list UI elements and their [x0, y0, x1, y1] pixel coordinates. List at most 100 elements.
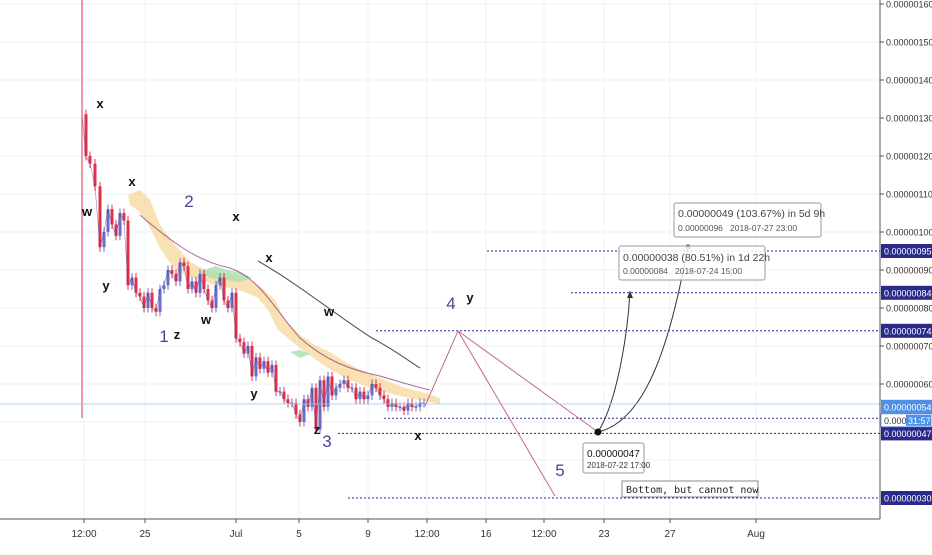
target-2-date: 2018-07-27 23:00	[730, 223, 797, 233]
time-tick-label: 12:00	[414, 529, 439, 540]
price-series	[81, 109, 426, 435]
grid	[0, 0, 880, 519]
note-box[interactable]: Bottom, but cannot now	[621, 480, 759, 498]
time-tick-label: Jul	[230, 529, 243, 540]
candle-body	[242, 342, 246, 354]
target-2-box[interactable]: 0.00000049 (103.67%) in 5d 9h 0.00000096…	[673, 202, 825, 238]
candle-body	[194, 281, 198, 293]
candle-body	[93, 163, 97, 187]
countdown-bg	[906, 414, 931, 426]
level-price-badge	[881, 285, 932, 300]
candle-body	[154, 308, 158, 312]
level-price-text: 0.00000030	[884, 494, 932, 504]
wave-label: x	[128, 174, 136, 189]
candle-body	[402, 406, 406, 411]
candle-body	[214, 285, 218, 308]
candle-body	[334, 387, 338, 396]
candle-body	[238, 338, 242, 343]
price-tick-label: 0.00000120	[886, 152, 932, 162]
wave-label: z	[174, 327, 181, 342]
wave-label: 3	[322, 432, 331, 451]
time-tick-label: 16	[480, 529, 492, 540]
candle-body	[250, 346, 254, 377]
level-price-badge	[881, 491, 932, 505]
point-label-box[interactable]: 0.00000047 2018-07-22 17:00	[582, 442, 651, 474]
time-tick-label: 27	[664, 529, 676, 540]
price-tick-label: 0.00000150	[886, 38, 932, 48]
candle-body	[88, 156, 92, 164]
price-tick-label: 0.00000060	[886, 380, 932, 390]
candle-body	[390, 403, 394, 407]
candle-body	[394, 403, 398, 407]
candle-body	[150, 292, 154, 308]
candle-body	[146, 292, 150, 308]
price-tick-label: 0.00000110	[886, 190, 932, 200]
candle-body	[218, 277, 222, 286]
candle-body	[370, 384, 374, 396]
candle-body	[178, 262, 182, 282]
time-axis[interactable]: 12:00 25 Jul 5 9 12:00 16 12:00 23 27 Aug	[0, 518, 880, 550]
target-2-headline: 0.00000049 (103.67%) in 5d 9h	[678, 208, 825, 220]
wave-label: x	[96, 96, 104, 111]
candle-body	[102, 232, 106, 248]
candle-body	[246, 346, 250, 354]
wave-label: y	[250, 386, 258, 401]
candle-body	[310, 387, 314, 407]
candle-body	[342, 380, 346, 384]
candle-body	[234, 292, 238, 339]
level-price-badge	[881, 244, 932, 258]
candle-body	[418, 403, 422, 407]
candle-body	[298, 414, 302, 422]
candle-body	[182, 262, 186, 267]
candle-body	[258, 357, 262, 369]
candle-body	[134, 277, 138, 293]
point-label-date: 2018-07-22 17:00	[587, 461, 651, 470]
wave-label: x	[232, 209, 240, 224]
candle-body	[322, 380, 326, 407]
candle-body	[110, 209, 114, 225]
price-tick-label: 0.00000100	[886, 228, 932, 238]
candle-body	[130, 277, 134, 286]
close-line	[81, 114, 424, 430]
target-1-value: 0.00000084	[623, 266, 668, 276]
candle-body	[126, 220, 130, 286]
target-2-value: 0.00000096	[678, 223, 723, 233]
candle-body	[410, 403, 414, 407]
target-1-box[interactable]: 0.00000038 (80.51%) in 1d 22h 0.00000084…	[618, 245, 770, 281]
time-tick-label: 12:00	[531, 529, 556, 540]
candle-body	[306, 399, 310, 407]
price-tick-label: 0.00000160	[886, 0, 932, 10]
candle-body	[302, 399, 306, 422]
level-price-text: 0.00000074	[884, 326, 932, 336]
candle-body	[254, 357, 258, 377]
candle-body	[222, 277, 226, 301]
wave-label: x	[414, 428, 422, 443]
candle-body	[174, 273, 178, 282]
candle-body	[414, 406, 418, 408]
candle-body	[274, 365, 278, 392]
candle-body	[270, 365, 274, 373]
wave-drawings	[0, 0, 880, 497]
candle-body	[190, 281, 194, 289]
candle-body	[170, 270, 174, 274]
candle-body	[382, 395, 386, 400]
candle-body	[326, 376, 330, 407]
candle-body	[262, 361, 266, 369]
level-price-badge	[881, 426, 932, 441]
time-tick-label: 5	[296, 529, 302, 540]
candle-body	[186, 266, 190, 289]
candle-body	[138, 292, 142, 297]
price-scale[interactable]: 0.00000160 0.00000150 0.00000140 0.00000130…	[879, 0, 932, 519]
price-tick-label: 0.00000130	[886, 114, 932, 124]
candle-body	[358, 391, 362, 400]
wave-label: w	[323, 304, 335, 319]
point-label-value: 0.00000047	[587, 449, 640, 460]
price-tick-label: 0.00000080	[886, 304, 932, 314]
time-tick-label: 23	[598, 529, 610, 540]
candle-body	[338, 384, 342, 388]
candle-body	[118, 213, 122, 236]
level-price-text: 0.00000047	[884, 429, 932, 439]
